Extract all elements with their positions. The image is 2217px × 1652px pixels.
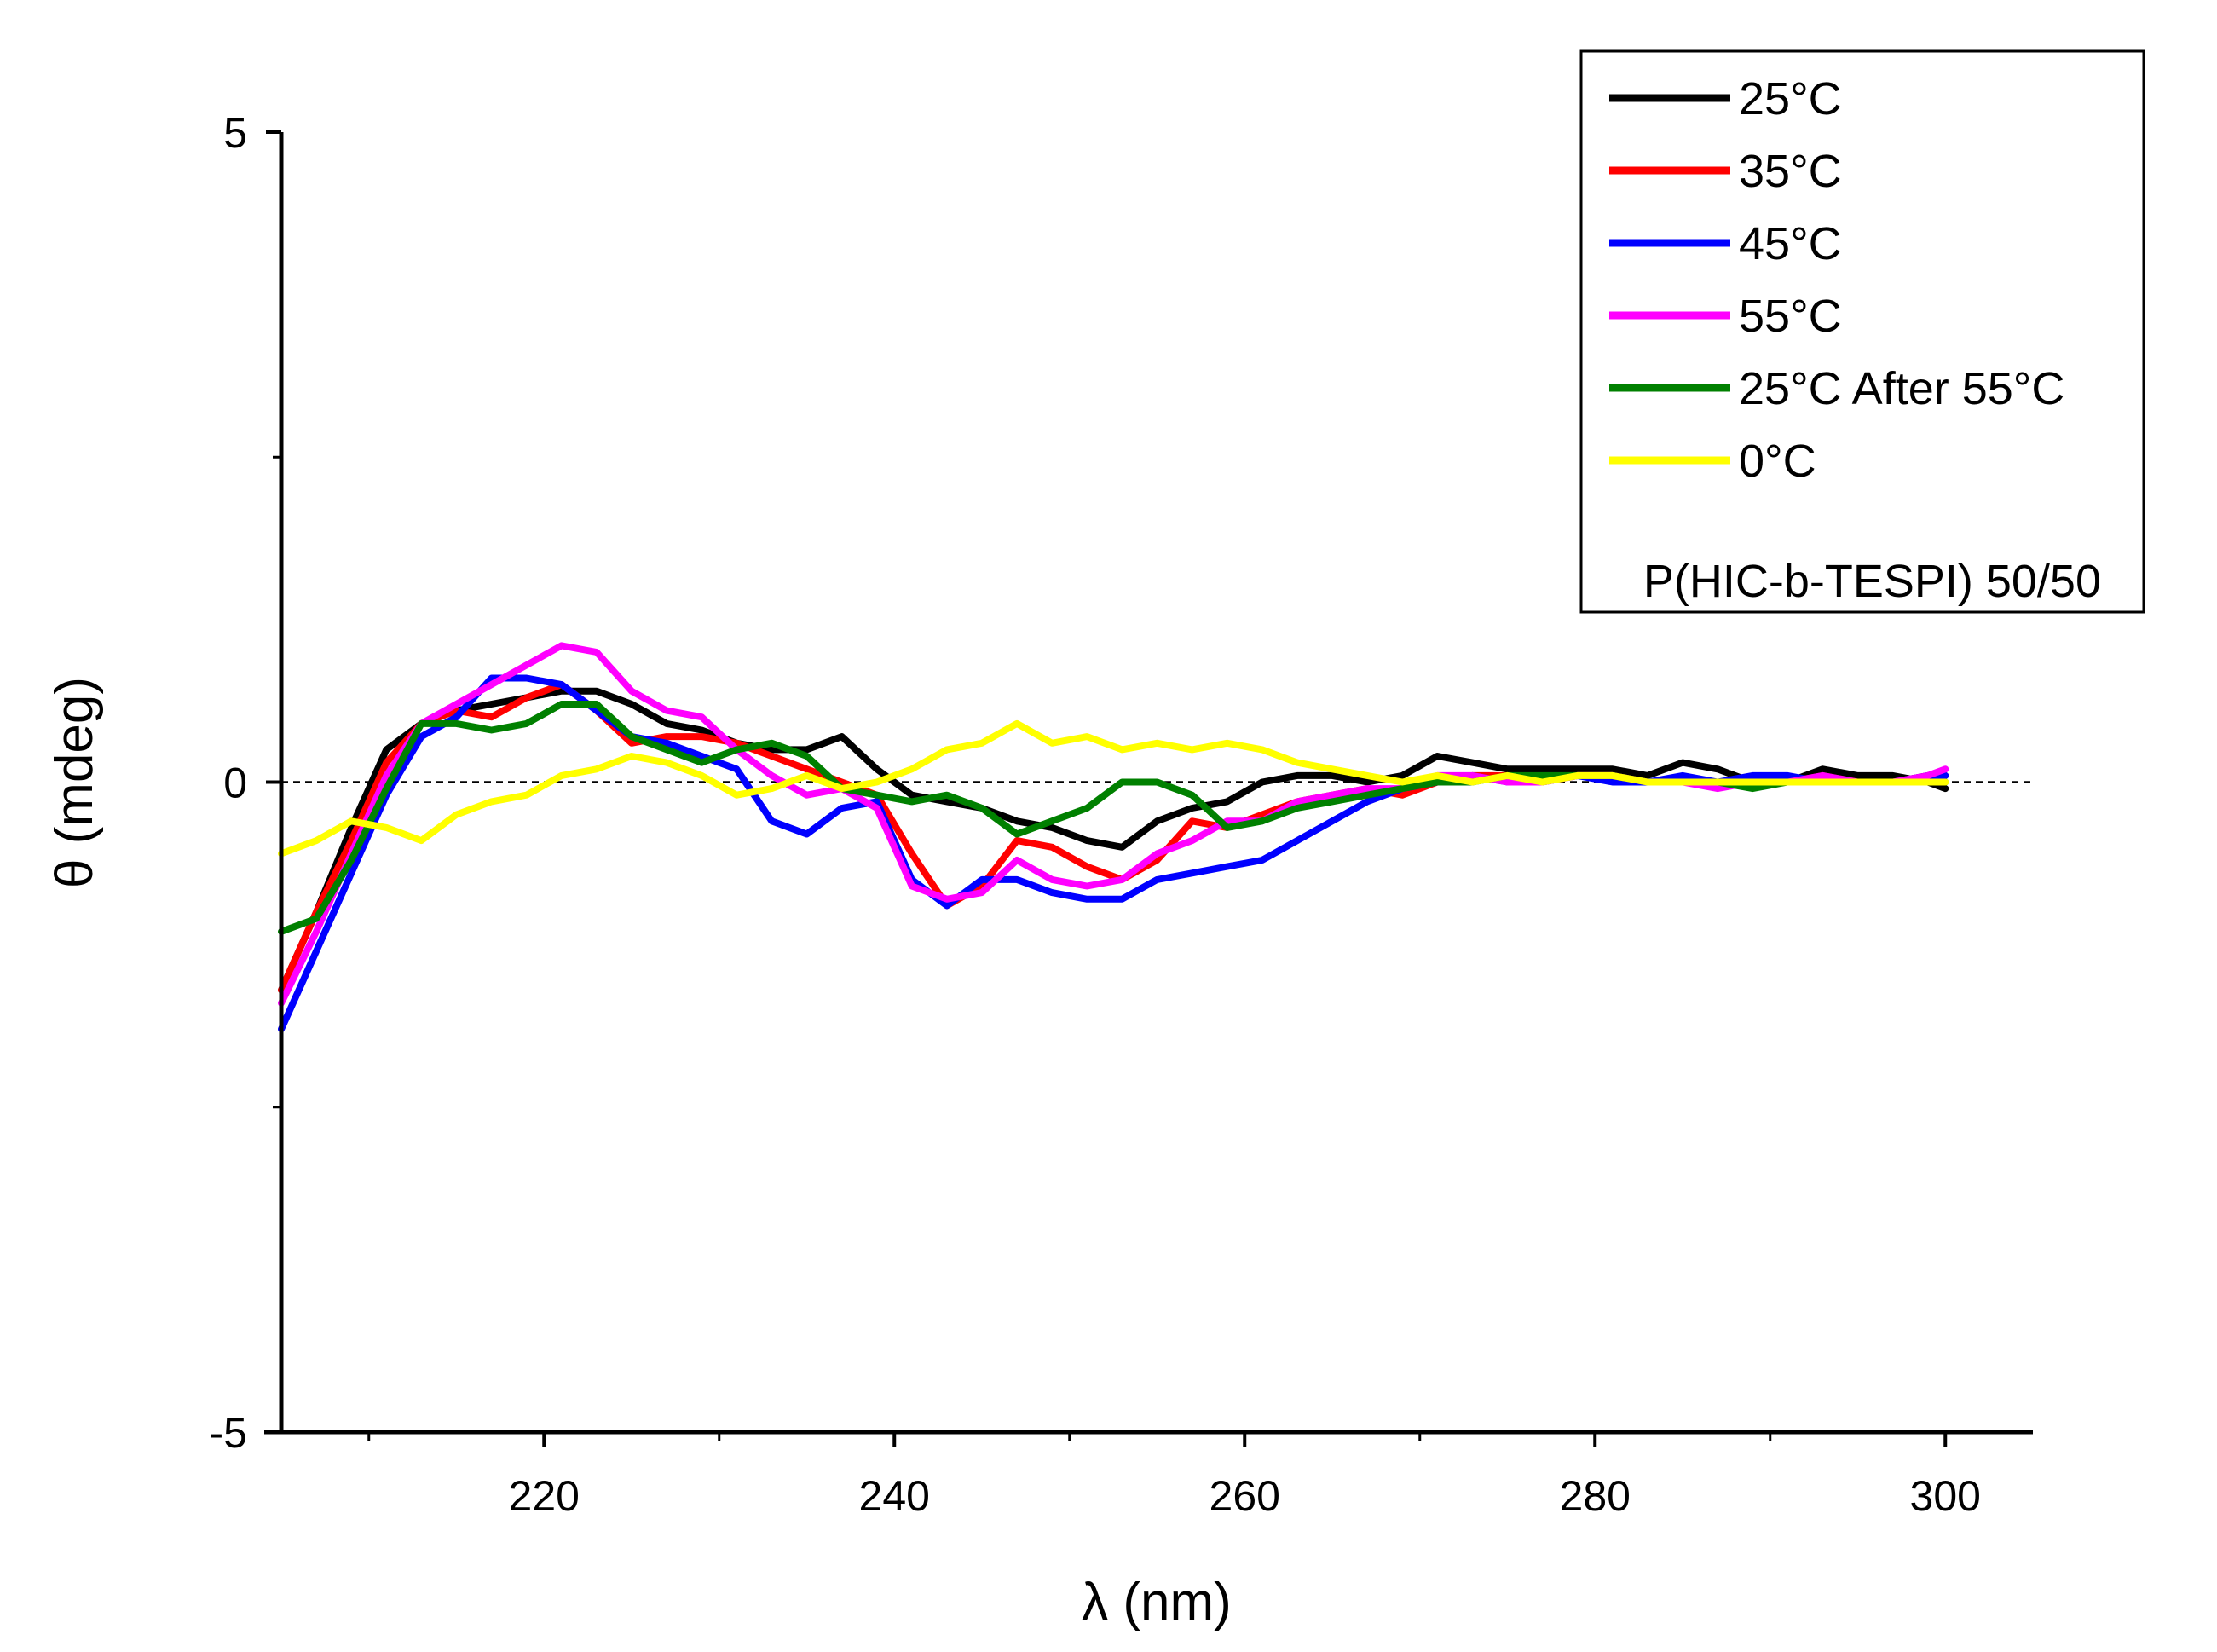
series-line-3 [278,674,1949,1033]
series-line-1 [278,687,1949,994]
x-tick-label-240: 240 [859,1472,930,1520]
legend-note: P(HIC-b-TESPI) 50/50 [1643,556,2101,607]
y-tick-label-0: 0 [223,760,247,807]
x-tick-label-300: 300 [1910,1472,1981,1520]
legend: 25°C 35°C 45°C 55°C 25°C After 55°C 0°C P(HIC… [1579,49,2145,614]
legend-label-6: 0°C [1739,436,1816,487]
y-tick-label--5: -5 [210,1409,247,1457]
y-axis-label: θ (mdeg) [45,677,104,888]
y-tick-label-5: 5 [223,109,247,157]
series-line-2 [278,681,1949,994]
series-line-6 [278,719,1949,858]
x-axis-label: λ (nm) [1082,1573,1232,1632]
x-tick-label-260: 260 [1210,1472,1280,1520]
legend-label-3: 45°C [1739,218,1842,269]
legend-label-1: 25°C [1739,73,1842,124]
legend-box [1579,49,2145,614]
x-tick-label-280: 280 [1560,1472,1631,1520]
x-tick-label-220: 220 [509,1472,580,1520]
legend-label-5: 25°C After 55°C [1739,363,2064,414]
legend-label-2: 35°C [1739,146,1842,197]
legend-label-4: 55°C [1739,291,1842,342]
